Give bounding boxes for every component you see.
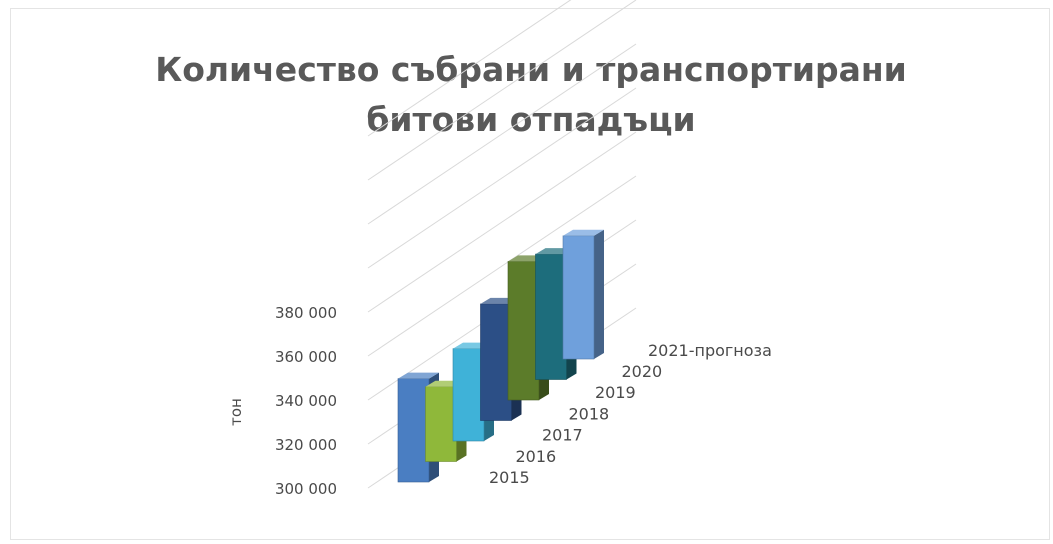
y-tick-label: 380 000 <box>275 304 337 322</box>
x-category-label: 2021-прогноза <box>648 341 772 360</box>
y-tick-label: 360 000 <box>275 348 337 366</box>
gridline <box>367 131 637 313</box>
x-category-label: 2020 <box>622 362 663 381</box>
y-axis-title: тон <box>227 398 245 426</box>
y-tick-label: 340 000 <box>275 392 337 410</box>
bar <box>507 261 540 401</box>
gridline <box>367 0 637 181</box>
x-category-label: 2016 <box>516 447 557 466</box>
bar <box>452 348 485 442</box>
bar <box>397 378 430 483</box>
bar-top <box>398 372 439 379</box>
bar-top <box>563 229 604 236</box>
gridline <box>367 0 572 137</box>
x-category-label: 2017 <box>542 426 583 445</box>
bar <box>480 303 512 421</box>
x-category-label: 2019 <box>595 383 636 402</box>
chart-title-line-1: Количество събрани и транспортирани <box>155 50 907 89</box>
chart-title: Количество събрани и транспортирани бито… <box>11 45 1051 145</box>
y-tick-label: 320 000 <box>275 436 337 454</box>
bar <box>425 386 457 462</box>
bar-side <box>594 229 604 359</box>
x-category-label: 2018 <box>569 404 610 423</box>
bar <box>535 253 567 380</box>
chart-title-line-2: битови отпадъци <box>366 100 696 139</box>
gridline <box>367 87 637 269</box>
gridline <box>367 175 637 357</box>
gridline <box>367 43 637 225</box>
bar <box>562 235 595 360</box>
x-category-label: 2015 <box>489 468 530 487</box>
chart-frame: Количество събрани и транспортирани бито… <box>10 8 1050 540</box>
y-tick-label: 300 000 <box>275 480 337 498</box>
